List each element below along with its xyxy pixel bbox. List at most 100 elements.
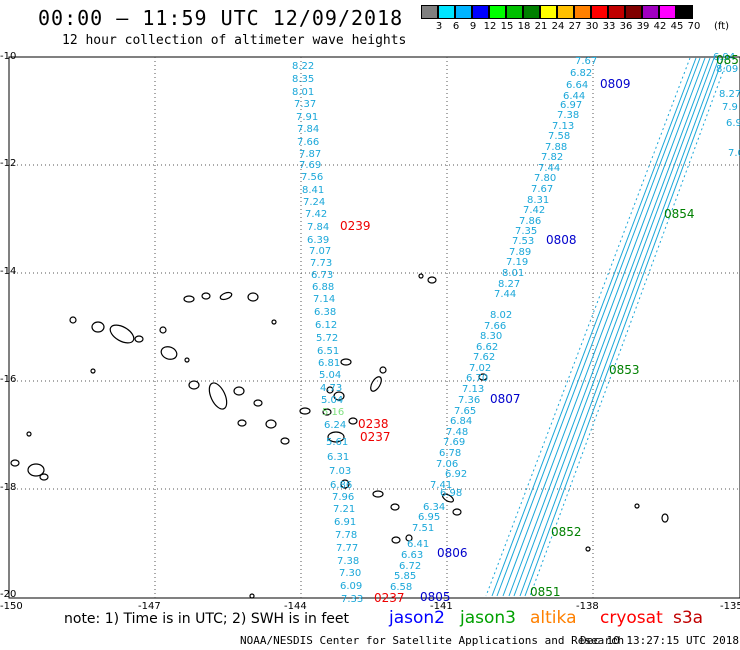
dense-track-line [496,57,701,597]
track-value: 6.97 [560,100,582,111]
track-value: 6.12 [315,320,337,331]
track-value: 7.62 [473,352,495,363]
track-value: 7.77 [336,543,358,554]
time-label: 0852 [551,525,582,539]
track-value: 7.13 [462,384,484,395]
atoll-outline [208,382,228,410]
track-value: 6.34 [423,502,445,513]
atoll-outline [585,546,591,552]
lon-label-135: -135 [720,601,740,612]
atoll-outline [134,335,144,343]
track-value: 6.64 [566,80,588,91]
scale-label-1: 6 [452,21,460,32]
legend-altika: altika [530,608,577,628]
track-value: 6.94 [713,52,735,63]
scale-label-2: 9 [469,21,477,32]
atoll-outline [10,459,20,467]
atoll-outline [478,373,488,381]
atoll-outline [280,437,290,445]
scale-label-13: 42 [653,21,667,32]
scale-label-9: 30 [585,21,599,32]
track-value: 7.48 [446,427,468,438]
atoll-outline [26,431,32,437]
scale-swatch-1 [438,5,456,19]
dense-track-line [529,57,729,597]
scale-swatch-15 [676,5,694,19]
atoll-outline [327,431,345,443]
track-value: 6.91 [334,517,356,528]
track-value: 8.09 [716,64,738,75]
atoll-outline [271,319,277,325]
track-value: 5.85 [394,571,416,582]
scale-label-4: 15 [500,21,514,32]
scale-unit: (ft) [714,21,730,32]
track-value: 7.56 [301,172,323,183]
dense-track-line [491,57,697,597]
track-value: 7.42 [523,205,545,216]
track-value: 6.70 [466,373,488,384]
track-value: 6.44 [563,91,585,102]
track-value: 7.44 [538,163,560,174]
track-value: 6.81 [318,358,340,369]
track-value: 7.89 [509,247,531,258]
atoll-outline [159,326,167,334]
atoll-outline [391,536,401,544]
atoll-outline [333,391,345,401]
track-value: 7.03 [329,466,351,477]
track-value: 7.69 [299,160,321,171]
atoll-outline [184,357,190,363]
atoll-outline [253,399,263,407]
track-value: 6.62 [476,342,498,353]
lon-label-144: -144 [284,601,307,612]
scale-label-11: 36 [619,21,633,32]
track-value: 7.42 [305,209,327,220]
island-outlines [10,273,669,599]
track-value: 6.82 [570,68,592,79]
scale-swatch-4 [489,5,507,19]
dense-track-line [508,57,711,597]
map-title: 00:00 — 11:59 UTC 12/09/2018 [38,6,404,30]
time-label: 0809 [600,77,631,91]
scale-swatch-14 [659,5,677,19]
atoll-outline [237,419,247,427]
atoll-outline [379,366,387,374]
scale-label-15: 70 [687,21,701,32]
atoll-outline [418,273,424,279]
track-value: 7.84 [307,222,329,233]
track-value: 7.21 [333,504,355,515]
track-value: 7.80 [534,173,556,184]
scale-swatch-7 [540,5,558,19]
track-value: 8.22 [292,61,314,72]
atoll-outline [390,503,400,511]
atoll-outline [247,292,259,302]
track-value: 6.41 [407,539,429,550]
dense-track-line [513,57,715,597]
track-altika-1: 8.22 8.35 8.01 7.37 7.91 7.84 7.66 7.87 … [292,61,363,605]
time-label: 0855 [716,53,740,67]
legend-jason3: jason3 [460,608,516,628]
track-value: 7.37 [294,99,316,110]
track-value: 6.51 [317,346,339,357]
time-label: 0238 [358,417,389,431]
atoll-outline [249,593,255,599]
track-east: 6.94 8.09 8.27 7.9 6.9 7.08 [713,52,740,159]
atoll-outline [427,276,437,284]
lat-label-12: -12 [0,158,17,169]
lat-label-16: -16 [0,374,17,385]
track-value: 7.67 [531,184,553,195]
time-label: 0237 [360,430,391,444]
track-value: 7.82 [541,152,563,163]
track-value: 6.39 [307,235,329,246]
scale-label-0: 3 [435,21,443,32]
time-labels: 0809 0808 0807 0806 0805 0239 0238 0237 … [340,53,740,605]
track-value: 7.96 [332,492,354,503]
track-value: 8.35 [292,74,314,85]
track-value: 8.27 [498,279,520,290]
track-value: 7.88 [545,142,567,153]
dense-track-line [519,57,720,597]
track-value: 7.53 [512,236,534,247]
atoll-outline [160,346,178,360]
atoll-outline [372,490,384,498]
track-value: 6.86 [330,480,352,491]
